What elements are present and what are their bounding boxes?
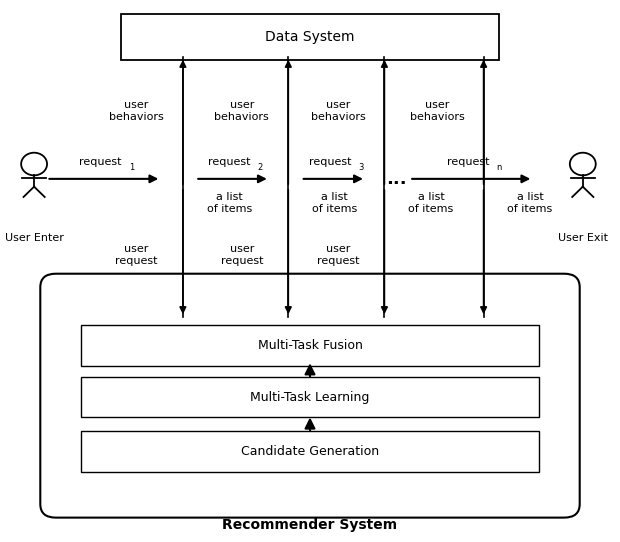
Text: a list
of items: a list of items	[207, 192, 252, 215]
FancyBboxPatch shape	[81, 377, 539, 417]
Text: user
request: user request	[317, 243, 359, 266]
Text: request: request	[309, 157, 352, 167]
Text: 2: 2	[257, 163, 262, 172]
FancyBboxPatch shape	[121, 14, 499, 60]
Text: Multi-Task Fusion: Multi-Task Fusion	[257, 339, 363, 352]
Text: Recommender System: Recommender System	[223, 518, 397, 532]
Text: User Exit: User Exit	[558, 233, 608, 243]
Text: user
request: user request	[115, 243, 157, 266]
Text: ...: ...	[386, 170, 407, 188]
FancyBboxPatch shape	[40, 274, 580, 518]
Text: user
behaviors: user behaviors	[215, 100, 269, 122]
Text: User Enter: User Enter	[5, 233, 63, 243]
Text: Multi-Task Learning: Multi-Task Learning	[250, 391, 370, 403]
FancyBboxPatch shape	[81, 431, 539, 472]
Text: request: request	[447, 157, 489, 167]
Text: 1: 1	[129, 163, 134, 172]
Text: request: request	[208, 157, 250, 167]
Text: Candidate Generation: Candidate Generation	[241, 445, 379, 457]
Text: a list
of items: a list of items	[312, 192, 357, 215]
Text: 3: 3	[358, 163, 363, 172]
FancyBboxPatch shape	[81, 325, 539, 366]
Text: user
behaviors: user behaviors	[311, 100, 365, 122]
Text: user
behaviors: user behaviors	[109, 100, 164, 122]
Text: a list
of items: a list of items	[409, 192, 453, 215]
Text: user
request: user request	[221, 243, 263, 266]
Text: request: request	[79, 157, 122, 167]
Text: n: n	[496, 163, 502, 172]
Text: Data System: Data System	[265, 30, 355, 43]
Text: user
behaviors: user behaviors	[410, 100, 464, 122]
Text: a list
of items: a list of items	[508, 192, 552, 215]
